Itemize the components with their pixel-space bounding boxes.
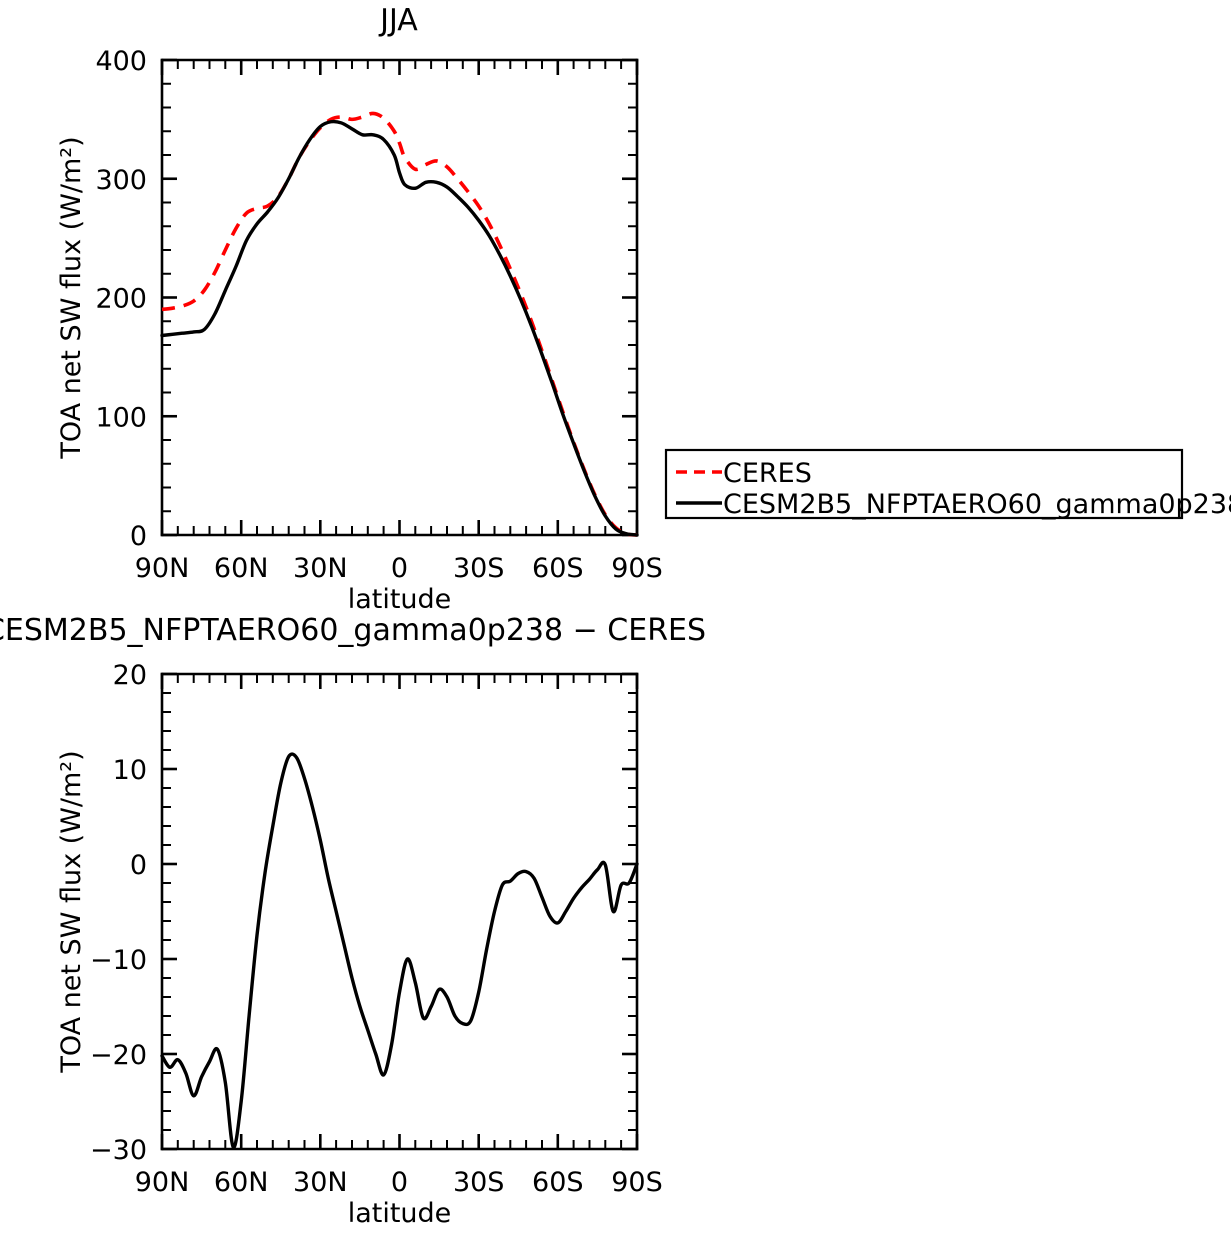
ytick-label: 20: [113, 660, 147, 691]
top-panel-xlabel: latitude: [348, 584, 452, 615]
xtick-label: 60S: [532, 1167, 584, 1198]
ytick-label: 100: [95, 402, 147, 433]
series-line-model: [160, 119, 639, 537]
legend-label-ceres: CERES: [723, 458, 812, 489]
bottom-panel-ylabel: TOA net SW flux (W/m²): [56, 750, 87, 1073]
ytick-label: −20: [90, 1040, 147, 1071]
top-panel-axes: [160, 58, 639, 537]
ytick-label: 10: [113, 755, 147, 786]
top-panel-xticks-minor: [176, 60, 623, 535]
ytick-label: 300: [95, 165, 147, 196]
xtick-label: 60S: [532, 553, 584, 584]
ytick-label: 0: [130, 850, 147, 881]
ytick-label: 400: [95, 46, 147, 77]
top-panel-ytick-labels: 0 100 200 300 400: [95, 46, 147, 552]
top-panel-xticks-major: [160, 60, 639, 535]
bottom-panel-yticks-minor: [162, 692, 637, 1131]
ytick-label: −10: [90, 945, 147, 976]
ytick-label: 0: [130, 521, 147, 552]
xtick-label: 60N: [214, 1167, 269, 1198]
bottom-panel-xticks-major: [160, 674, 639, 1149]
series-line-difference: [160, 752, 639, 1149]
bottom-panel-yticks-major: [162, 672, 637, 1151]
xtick-label: 30N: [293, 1167, 348, 1198]
xtick-label: 30S: [453, 553, 505, 584]
xtick-label: 90S: [611, 1167, 663, 1198]
bottom-panel-xticks-minor: [176, 674, 623, 1149]
top-panel-xtick-labels: 90N 60N 30N 0 30S 60S 90S: [135, 553, 663, 584]
legend-label-model: CESM2B5_NFPTAERO60_gamma0p238: [723, 489, 1231, 520]
legend: CERES CESM2B5_NFPTAERO60_gamma0p238: [664, 448, 1231, 520]
bottom-panel-xlabel: latitude: [348, 1198, 452, 1229]
bottom-panel-title: CESM2B5_NFPTAERO60_gamma0p238 − CERES: [0, 613, 706, 648]
ytick-label: 200: [95, 284, 147, 315]
top-panel-yticks-minor: [162, 82, 637, 513]
xtick-label: 90N: [135, 1167, 190, 1198]
bottom-panel: CESM2B5_NFPTAERO60_gamma0p238 − CERES: [0, 613, 706, 1229]
bottom-panel-ytick-labels: −30 −20 −10 0 10 20: [90, 660, 147, 1166]
ytick-label: −30: [90, 1135, 147, 1166]
xtick-label: 90S: [611, 553, 663, 584]
top-panel-yticks-major: [162, 58, 637, 537]
xtick-label: 0: [391, 1167, 408, 1198]
bottom-panel-xtick-labels: 90N 60N 30N 0 30S 60S 90S: [135, 1167, 663, 1198]
legend-box: [664, 448, 1184, 520]
xtick-label: 60N: [214, 553, 269, 584]
top-panel-ylabel: TOA net SW flux (W/m²): [56, 136, 87, 459]
top-panel-title: JJA: [378, 3, 418, 38]
xtick-label: 90N: [135, 553, 190, 584]
top-panel: JJA: [56, 3, 663, 615]
xtick-label: 0: [391, 553, 408, 584]
xtick-label: 30S: [453, 1167, 505, 1198]
xtick-label: 30N: [293, 553, 348, 584]
